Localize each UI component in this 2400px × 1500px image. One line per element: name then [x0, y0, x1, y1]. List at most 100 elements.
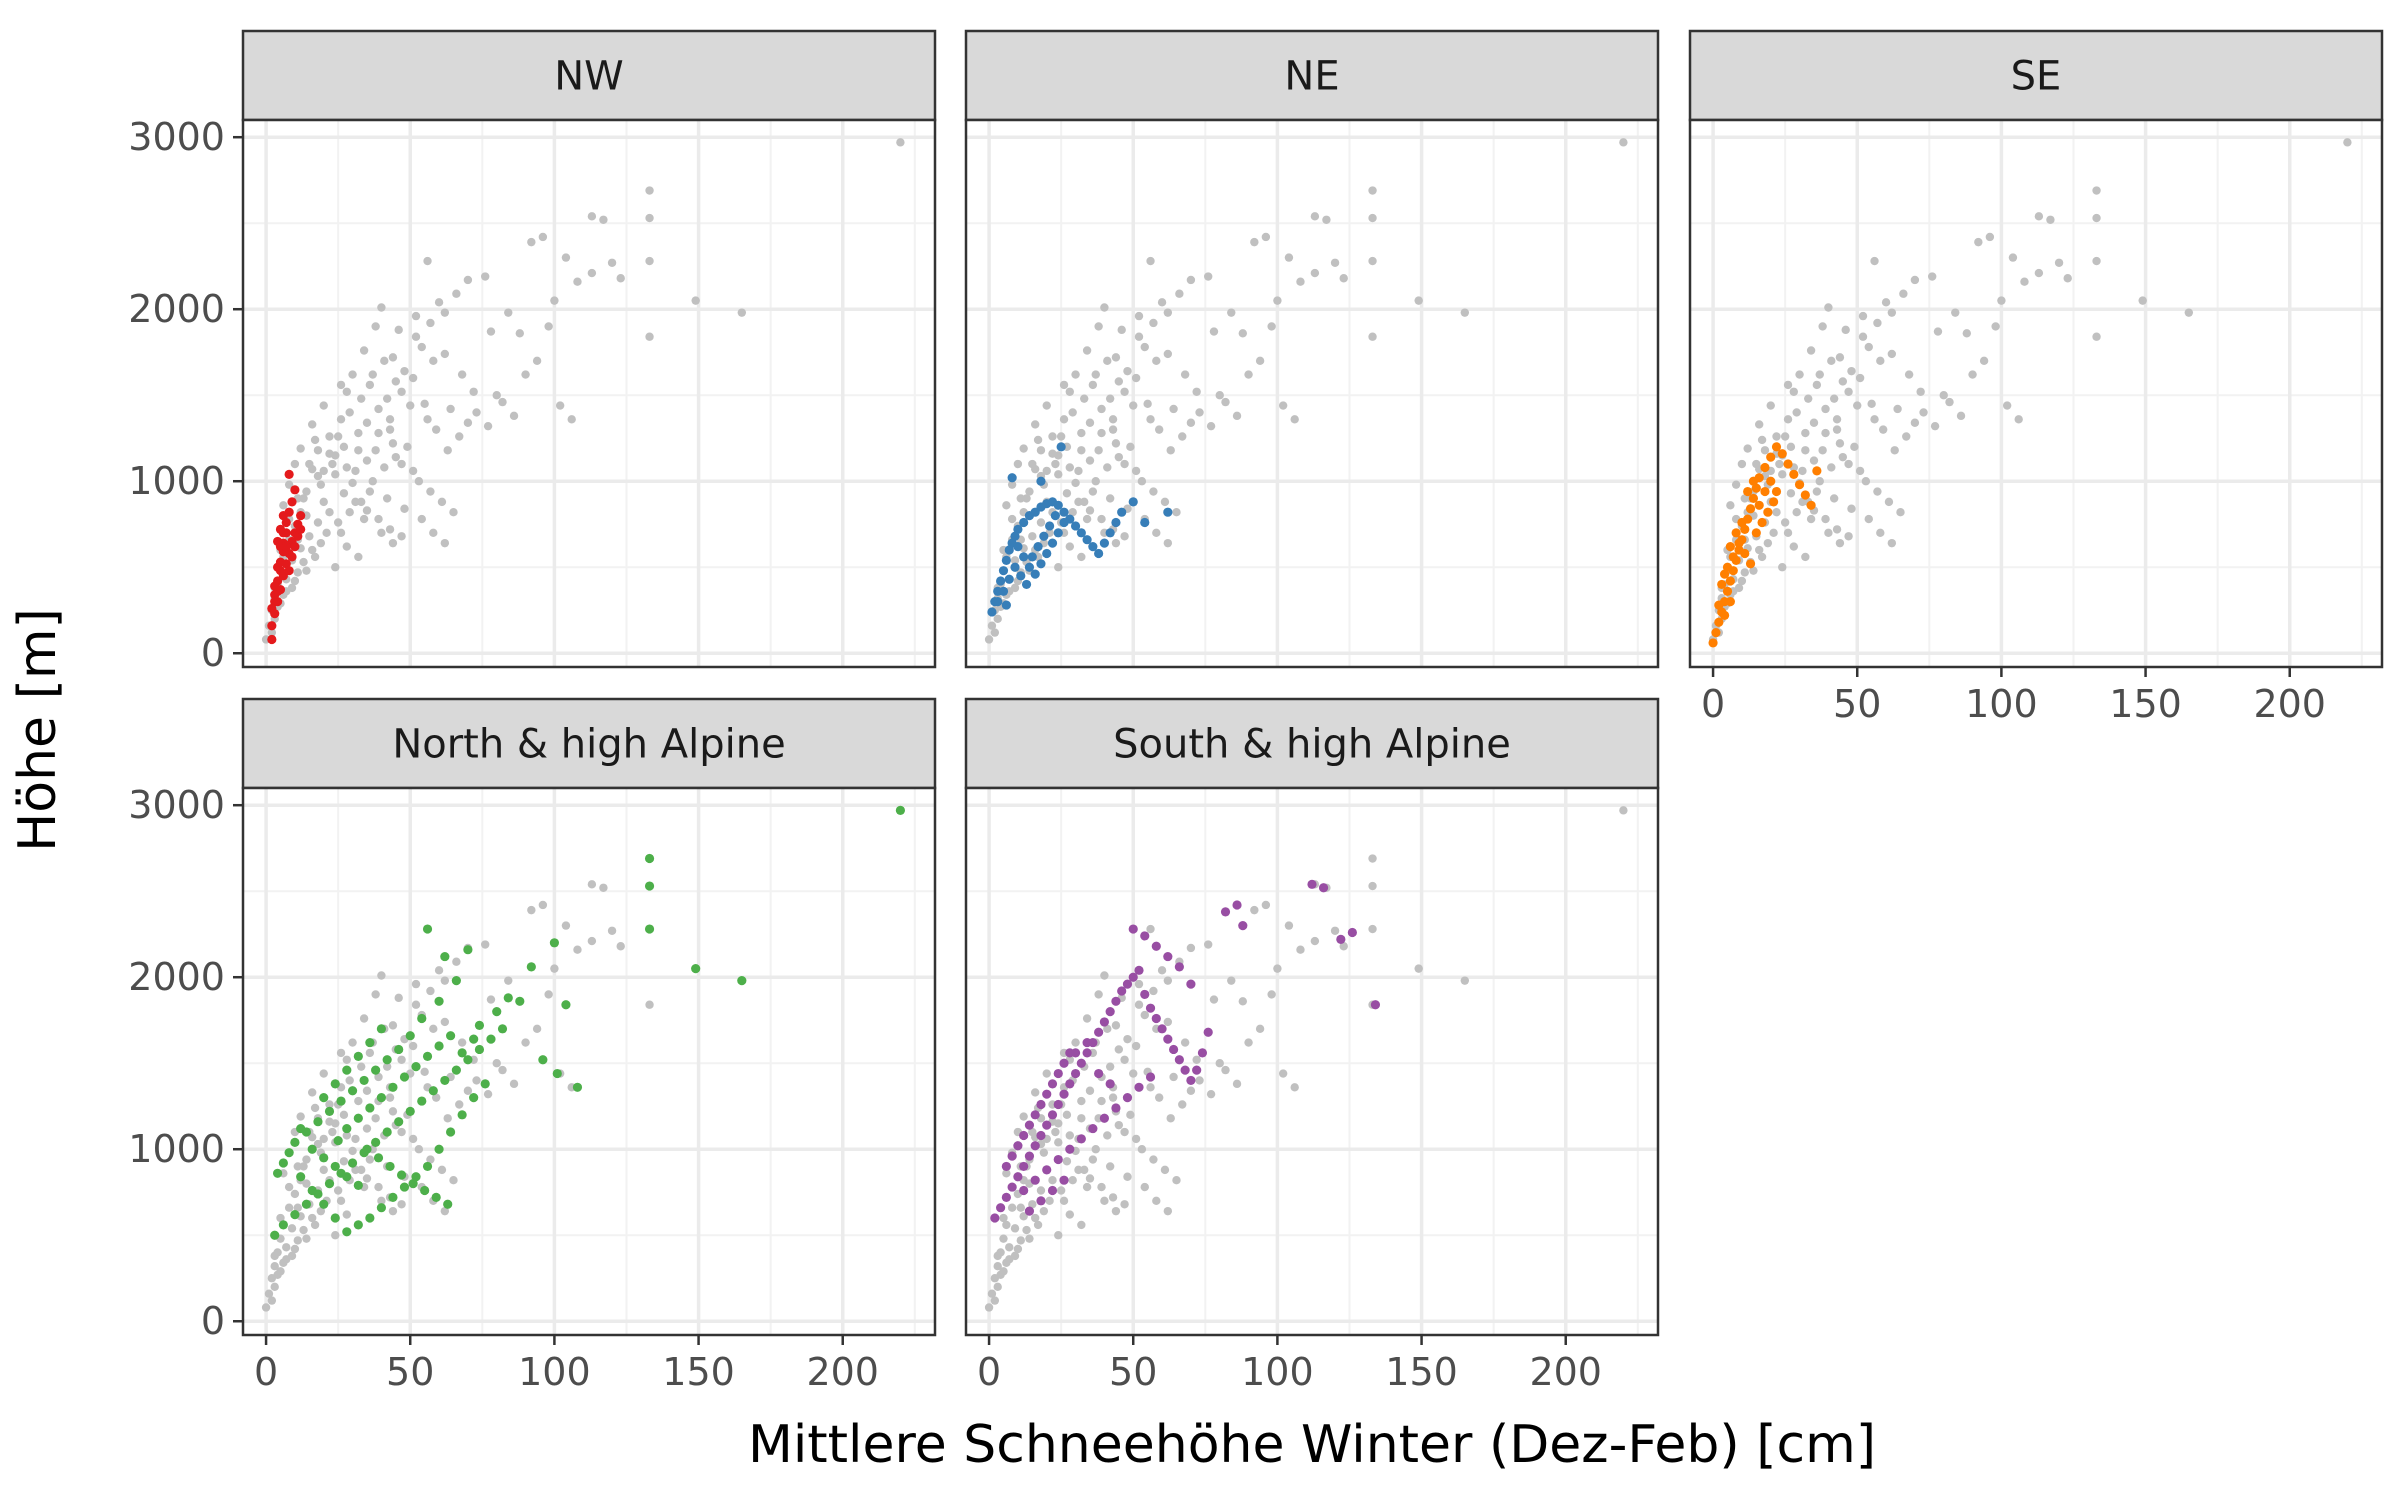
background-point	[1080, 497, 1089, 507]
panel-border	[241, 786, 937, 1337]
highlight-point	[1088, 541, 1098, 552]
background-point	[1085, 456, 1095, 465]
highlight-point	[411, 1172, 421, 1182]
highlight-point	[301, 1199, 312, 1209]
background-point	[1273, 296, 1282, 305]
highlight-point	[382, 1055, 392, 1065]
background-point	[1812, 487, 1822, 496]
highlight-point	[1186, 1075, 1196, 1086]
highlight-point	[644, 924, 655, 934]
highlight-point	[347, 1158, 358, 1168]
background-point	[1105, 494, 1115, 503]
background-point	[1169, 1072, 1178, 1082]
background-point	[449, 507, 458, 517]
background-point	[1227, 308, 1236, 317]
background-point	[1160, 497, 1170, 507]
background-point	[1855, 466, 1865, 476]
background-point	[544, 990, 553, 999]
background-point	[1068, 408, 1077, 417]
highlight-point	[342, 1227, 352, 1237]
background-point	[1740, 494, 1749, 503]
background-point	[319, 466, 328, 476]
background-point	[371, 322, 380, 331]
background-point	[1100, 971, 1109, 980]
background-point	[1166, 1114, 1175, 1123]
background-point	[1091, 370, 1100, 379]
background-point	[1100, 303, 1109, 312]
background-point	[1033, 1220, 1043, 1230]
highlight-point	[373, 1153, 384, 1163]
highlight-point	[1192, 1065, 1202, 1075]
highlight-point	[1757, 517, 1767, 528]
background-point	[1036, 446, 1046, 455]
background-point	[1726, 501, 1735, 510]
background-point	[319, 401, 328, 410]
background-point	[1330, 926, 1340, 935]
x-tick-label: 50	[1109, 1350, 1157, 1394]
background-point	[1149, 487, 1158, 496]
background-point	[1120, 532, 1129, 541]
background-point	[325, 507, 334, 517]
highlight-point	[376, 1024, 386, 1034]
highlight-point	[457, 1110, 467, 1120]
background-point	[429, 528, 438, 538]
background-point	[408, 466, 418, 476]
background-point	[1123, 1034, 1132, 1044]
background-point	[1111, 439, 1121, 448]
background-point	[1131, 1041, 1141, 1051]
background-point	[1054, 451, 1063, 460]
background-point	[440, 308, 450, 317]
background-point	[1945, 397, 1954, 407]
background-point	[1005, 1243, 1014, 1252]
highlight-point	[1743, 486, 1753, 497]
highlight-point	[1053, 1068, 1063, 1079]
highlight-point	[273, 536, 283, 547]
highlight-point	[474, 1044, 485, 1055]
background-point	[1088, 1155, 1098, 1164]
highlight-point	[290, 541, 300, 552]
highlight-point	[1001, 1192, 1011, 1202]
highlight-point	[1059, 1175, 1069, 1185]
highlight-point	[1036, 1196, 1046, 1206]
background-point	[573, 945, 582, 954]
background-point	[1974, 237, 1983, 247]
highlight-point	[388, 1192, 398, 1202]
highlight-point	[273, 1168, 283, 1178]
highlight-point	[1111, 517, 1121, 528]
highlight-point	[1725, 541, 1735, 552]
background-point	[308, 545, 317, 555]
background-point	[1847, 504, 1856, 513]
background-point	[587, 212, 597, 221]
background-point	[1296, 277, 1305, 286]
background-point	[1120, 1055, 1129, 1064]
highlight-point	[691, 964, 701, 974]
background-point	[1255, 356, 1265, 366]
background-point	[645, 332, 654, 341]
background-point	[420, 399, 429, 409]
highlight-point	[1033, 541, 1043, 552]
background-point	[1010, 556, 1020, 565]
background-point	[284, 480, 294, 489]
highlight-point	[270, 1230, 280, 1240]
background-point	[374, 404, 383, 414]
background-point	[1065, 542, 1075, 551]
highlight-point	[1094, 548, 1104, 559]
background-point	[1154, 425, 1164, 434]
highlight-point	[1042, 1120, 1052, 1130]
background-point	[1103, 1131, 1112, 1140]
background-point	[1919, 408, 1928, 417]
background-point	[1074, 1165, 1083, 1175]
background-point	[371, 990, 380, 999]
background-point	[261, 1303, 271, 1312]
background-point	[1163, 308, 1173, 317]
facet-panel: NE	[964, 29, 1660, 669]
background-point	[403, 442, 412, 452]
background-point	[385, 525, 395, 534]
highlight-point	[737, 976, 747, 986]
background-point	[498, 1065, 507, 1075]
background-point	[351, 466, 360, 476]
background-point	[1835, 439, 1845, 448]
background-point	[290, 1189, 300, 1199]
background-point	[302, 1234, 311, 1243]
background-point	[1108, 1193, 1118, 1202]
